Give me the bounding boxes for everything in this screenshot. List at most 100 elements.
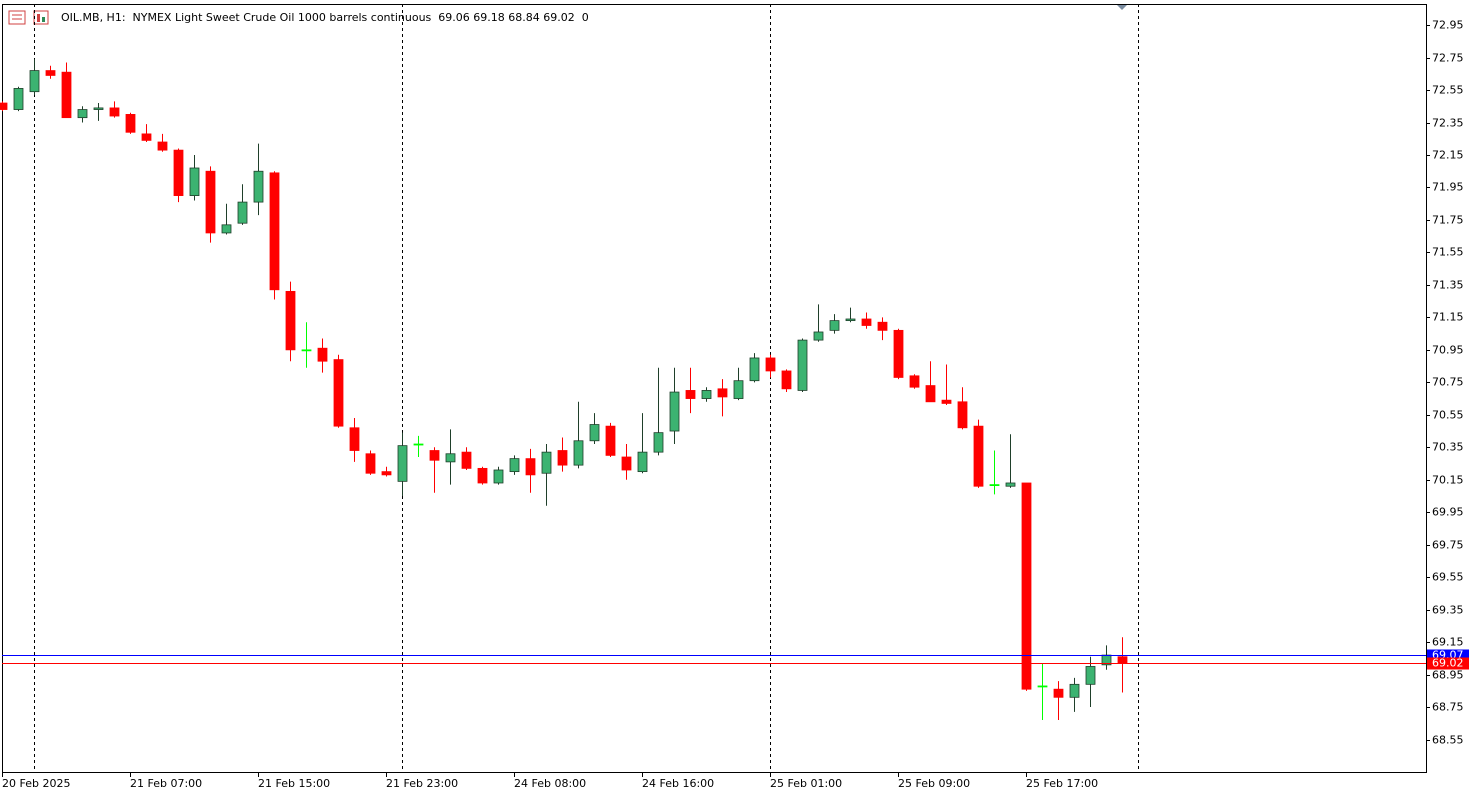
x-tick-label: 25 Feb 01:00 [770, 777, 842, 790]
candle-body [445, 453, 456, 463]
candle-body [1021, 482, 1032, 690]
y-tick-label: 72.75 [1432, 52, 1464, 65]
candle-body [669, 391, 680, 432]
price-label-box [1427, 657, 1469, 670]
y-tick-label: 71.35 [1432, 279, 1464, 292]
candle-body [349, 427, 360, 451]
x-tick-label: 21 Feb 07:00 [130, 777, 202, 790]
candle-body [845, 318, 856, 322]
y-tick-label: 72.95 [1432, 19, 1464, 32]
candle-body [973, 425, 984, 487]
x-tick-label: 25 Feb 17:00 [1026, 777, 1098, 790]
candle-body [493, 469, 504, 484]
candle-body [925, 385, 936, 403]
x-tick-label: 21 Feb 15:00 [258, 777, 330, 790]
y-tick-label: 72.55 [1432, 84, 1464, 97]
candle-body [525, 458, 536, 476]
candle-body [589, 424, 600, 442]
y-tick-label: 72.15 [1432, 149, 1464, 162]
x-tick-label: 25 Feb 09:00 [898, 777, 970, 790]
candle-body [1117, 656, 1128, 664]
candle-body [397, 445, 408, 482]
icon-chart [33, 10, 49, 25]
icon-list [8, 10, 26, 25]
header-icons [8, 10, 49, 25]
x-tick-label: 21 Feb 23:00 [386, 777, 458, 790]
y-tick-label: 69.15 [1432, 636, 1464, 649]
candle-body [333, 359, 344, 427]
candle-body [909, 375, 920, 388]
candle-body [829, 320, 840, 331]
candle-body [765, 357, 776, 372]
candle-body [221, 224, 232, 234]
candle-body [1037, 685, 1048, 688]
candle-body [957, 401, 968, 429]
candle-body [685, 390, 696, 399]
candle-body [797, 339, 808, 391]
candle-body [285, 290, 296, 351]
candle-body [541, 451, 552, 474]
candle-body [781, 370, 792, 390]
candle-body [621, 456, 632, 471]
candle-body [45, 70, 56, 76]
shift-marker [1117, 5, 1127, 10]
candle-body [269, 172, 280, 291]
candle-body [1053, 688, 1064, 698]
candle-body [301, 349, 312, 352]
candle-body [429, 450, 440, 461]
y-tick-label: 72.35 [1432, 117, 1464, 130]
candle-body [29, 70, 40, 93]
y-tick-label: 69.35 [1432, 604, 1464, 617]
candle-body [509, 458, 520, 473]
candle-body [701, 390, 712, 399]
candle-body [653, 432, 664, 453]
candle-body [173, 149, 184, 196]
icon-bar [37, 14, 40, 22]
candle-body [877, 321, 888, 331]
candle-body [109, 107, 120, 117]
candle-body [1069, 683, 1080, 698]
price-label: 69.02 [1432, 657, 1464, 670]
candle-body [381, 471, 392, 476]
candle-body [1085, 666, 1096, 685]
y-tick-label: 70.55 [1432, 409, 1464, 422]
y-tick-label: 70.35 [1432, 441, 1464, 454]
candle-body [253, 170, 264, 203]
candle-body [61, 71, 72, 119]
candle-body [557, 450, 568, 466]
y-tick-label: 69.75 [1432, 539, 1464, 552]
candle-body [941, 399, 952, 404]
y-tick-label: 69.95 [1432, 506, 1464, 519]
candle-body [893, 329, 904, 378]
candle-body [317, 347, 328, 362]
y-tick-label: 71.55 [1432, 246, 1464, 259]
candle-body [1005, 482, 1016, 487]
candle-body [717, 388, 728, 398]
candle-body [93, 107, 104, 110]
y-tick-label: 71.75 [1432, 214, 1464, 227]
y-tick-label: 70.15 [1432, 474, 1464, 487]
candle-body [989, 484, 1000, 487]
candle-body [861, 318, 872, 326]
y-tick-label: 70.95 [1432, 344, 1464, 357]
plot-frame [2, 4, 1427, 773]
candle-body [77, 109, 88, 119]
candle-body [237, 201, 248, 224]
x-tick-label: 24 Feb 16:00 [642, 777, 714, 790]
candle-body [189, 167, 200, 196]
x-tick-label: 20 Feb 2025 [2, 777, 70, 790]
candle-body [141, 133, 152, 141]
y-tick-label: 70.75 [1432, 376, 1464, 389]
chart-title: OIL.MB, H1: NYMEX Light Sweet Crude Oil … [61, 11, 589, 24]
candle-body [733, 380, 744, 399]
candle-body [157, 141, 168, 151]
candle-body [413, 443, 424, 446]
icon-bar [42, 17, 45, 22]
y-tick-label: 71.15 [1432, 311, 1464, 324]
candle-body [13, 88, 24, 110]
candle-body [365, 453, 376, 474]
candle-body [749, 357, 760, 382]
candle-body [125, 114, 136, 133]
